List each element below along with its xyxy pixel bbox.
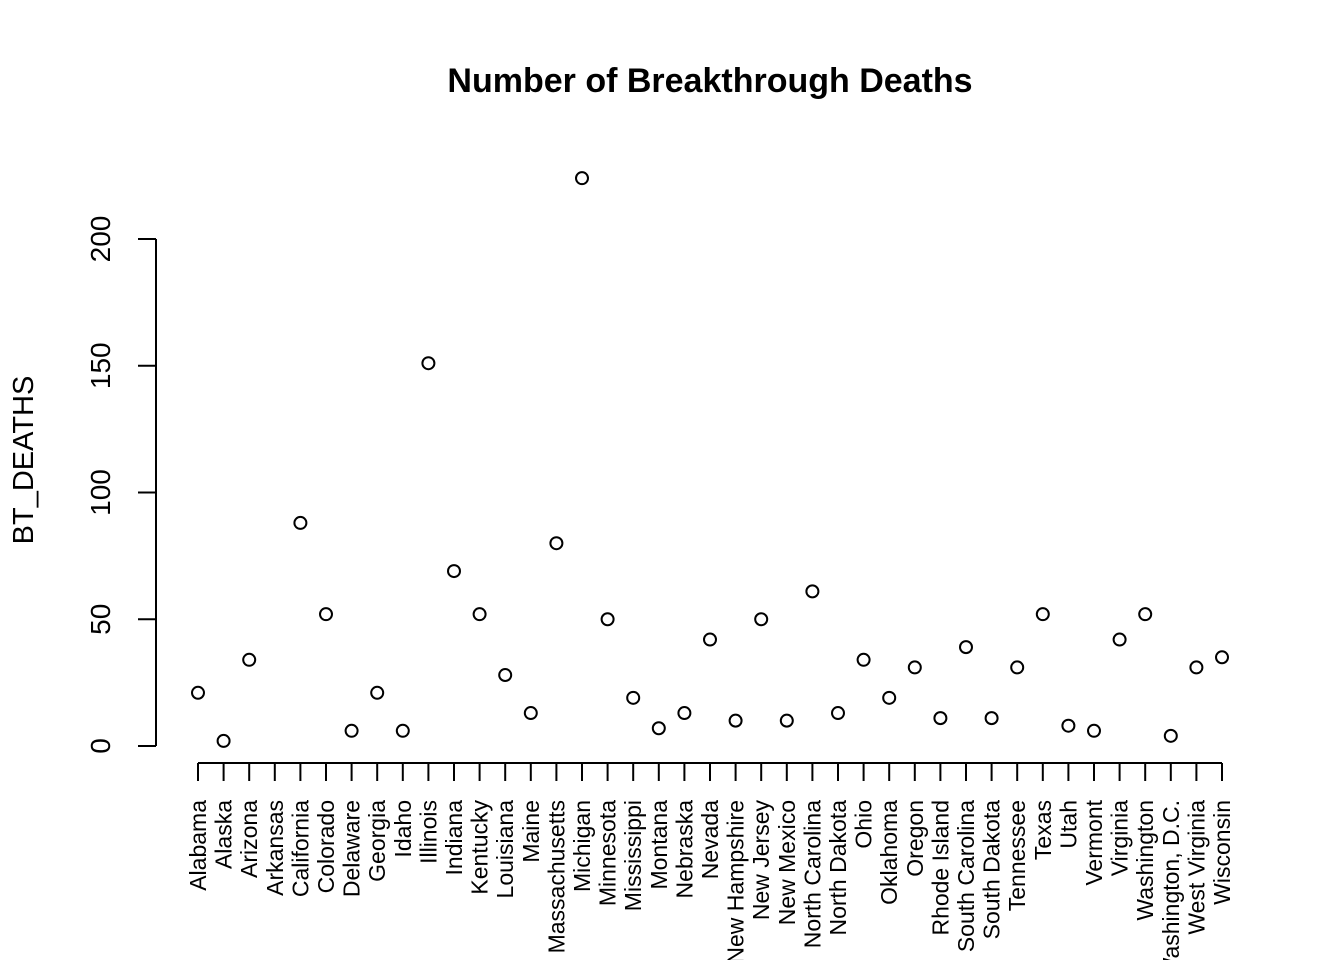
x-tick-label: South Dakota — [979, 800, 1005, 940]
x-axis: Alabama Alaska Arizona Arkansas California Co… — [185, 762, 1235, 960]
data-point — [472, 607, 487, 622]
data-point — [1138, 607, 1153, 622]
data-point — [191, 685, 205, 700]
data-point — [319, 607, 333, 622]
x-tick-label: Washington — [1132, 800, 1158, 921]
x-tick-label: Tennessee — [1004, 800, 1030, 911]
data-point — [1087, 723, 1101, 738]
chart-title: Number of Breakthrough Deaths — [447, 62, 972, 100]
x-tick-label: Montana — [646, 800, 672, 890]
data-point — [728, 713, 743, 728]
data-point — [933, 711, 948, 726]
data-point — [1061, 718, 1076, 733]
data-point — [293, 515, 308, 530]
x-tick-label: Oregon — [902, 800, 928, 877]
data-point — [370, 685, 385, 700]
y-tick-label: 150 — [85, 342, 116, 389]
x-tick-label: Mississippi — [620, 800, 646, 911]
data-point — [344, 723, 359, 738]
data-point — [447, 564, 461, 579]
data-point — [626, 690, 641, 705]
data-point — [1163, 728, 1178, 743]
data-point — [651, 721, 666, 736]
y-tick-label: 50 — [85, 604, 116, 635]
x-tick-label: Colorado — [313, 800, 339, 893]
x-tick-label: California — [287, 800, 313, 897]
x-tick-label: Delaware — [339, 800, 365, 897]
data-point — [959, 640, 973, 655]
data-point — [498, 668, 513, 683]
data-point — [575, 171, 589, 186]
x-tick-label: Washington, D.C. — [1158, 800, 1184, 960]
x-tick-label: South Carolina — [953, 800, 979, 952]
data-point — [677, 706, 692, 721]
x-tick-label: Maine — [518, 800, 544, 863]
data-point — [1010, 660, 1025, 675]
y-tick-label: 200 — [85, 216, 116, 263]
data-point — [1112, 632, 1127, 647]
x-tick-label: Wisconsin — [1209, 800, 1235, 905]
x-tick-label: New Jersey — [748, 800, 774, 921]
data-point — [1035, 607, 1050, 622]
data-point — [856, 652, 871, 667]
data-point — [395, 723, 410, 738]
data-point — [703, 632, 717, 647]
x-tick-label: Idaho — [390, 800, 416, 858]
x-tick-label: Nebraska — [671, 800, 697, 899]
data-point — [907, 660, 922, 675]
x-tick-label: Indiana — [441, 800, 467, 876]
data-point — [805, 584, 820, 599]
x-tick-label: Arkansas — [262, 800, 288, 896]
x-tick-label: Vermont — [1081, 799, 1107, 885]
y-tick-label: 100 — [85, 469, 116, 516]
data-point — [549, 536, 564, 551]
data-point — [242, 652, 257, 667]
data-point — [421, 356, 436, 371]
x-tick-label: Texas — [1030, 800, 1056, 860]
x-tick-label: Illinois — [415, 800, 441, 864]
x-tick-label: Utah — [1055, 800, 1081, 849]
x-tick-label: West Virginia — [1183, 800, 1209, 935]
x-tick-label: Alabama — [185, 800, 211, 891]
x-tick-label: North Dakota — [825, 800, 851, 936]
x-tick-label: Kentucky — [467, 800, 493, 895]
data-points — [191, 171, 1229, 748]
x-tick-label: Alaska — [211, 800, 237, 869]
data-point — [882, 690, 897, 705]
x-tick-label: Oklahoma — [876, 800, 902, 905]
x-tick-label: Arizona — [236, 800, 262, 878]
x-tick-label: Louisiana — [492, 800, 518, 899]
x-tick-label: Massachusetts — [543, 800, 569, 953]
x-tick-label: Michigan — [569, 800, 595, 892]
x-tick-label: Rhode Island — [927, 800, 953, 936]
data-point — [779, 713, 794, 728]
x-tick-label: Ohio — [851, 800, 877, 849]
x-tick-label: Georgia — [364, 800, 390, 882]
x-tick-label: Minnesota — [595, 800, 621, 906]
data-point — [754, 612, 769, 627]
data-point — [216, 733, 231, 748]
x-tick-label: Virginia — [1107, 800, 1133, 876]
x-tick-label: New Hampshire — [723, 800, 749, 960]
y-axis: 0 50 100 150 200 — [85, 216, 157, 754]
x-tick-label: New Mexico — [774, 800, 800, 925]
x-tick-label: North Carolina — [799, 800, 825, 948]
data-point — [523, 706, 538, 721]
x-tick-label: Nevada — [697, 800, 723, 879]
data-point — [600, 612, 615, 627]
y-axis-label: BT_DEATHS — [8, 376, 40, 545]
data-point — [831, 706, 845, 721]
data-point — [1189, 660, 1204, 675]
data-point — [1215, 650, 1229, 665]
data-point — [984, 711, 999, 726]
y-tick-label: 0 — [85, 738, 116, 754]
